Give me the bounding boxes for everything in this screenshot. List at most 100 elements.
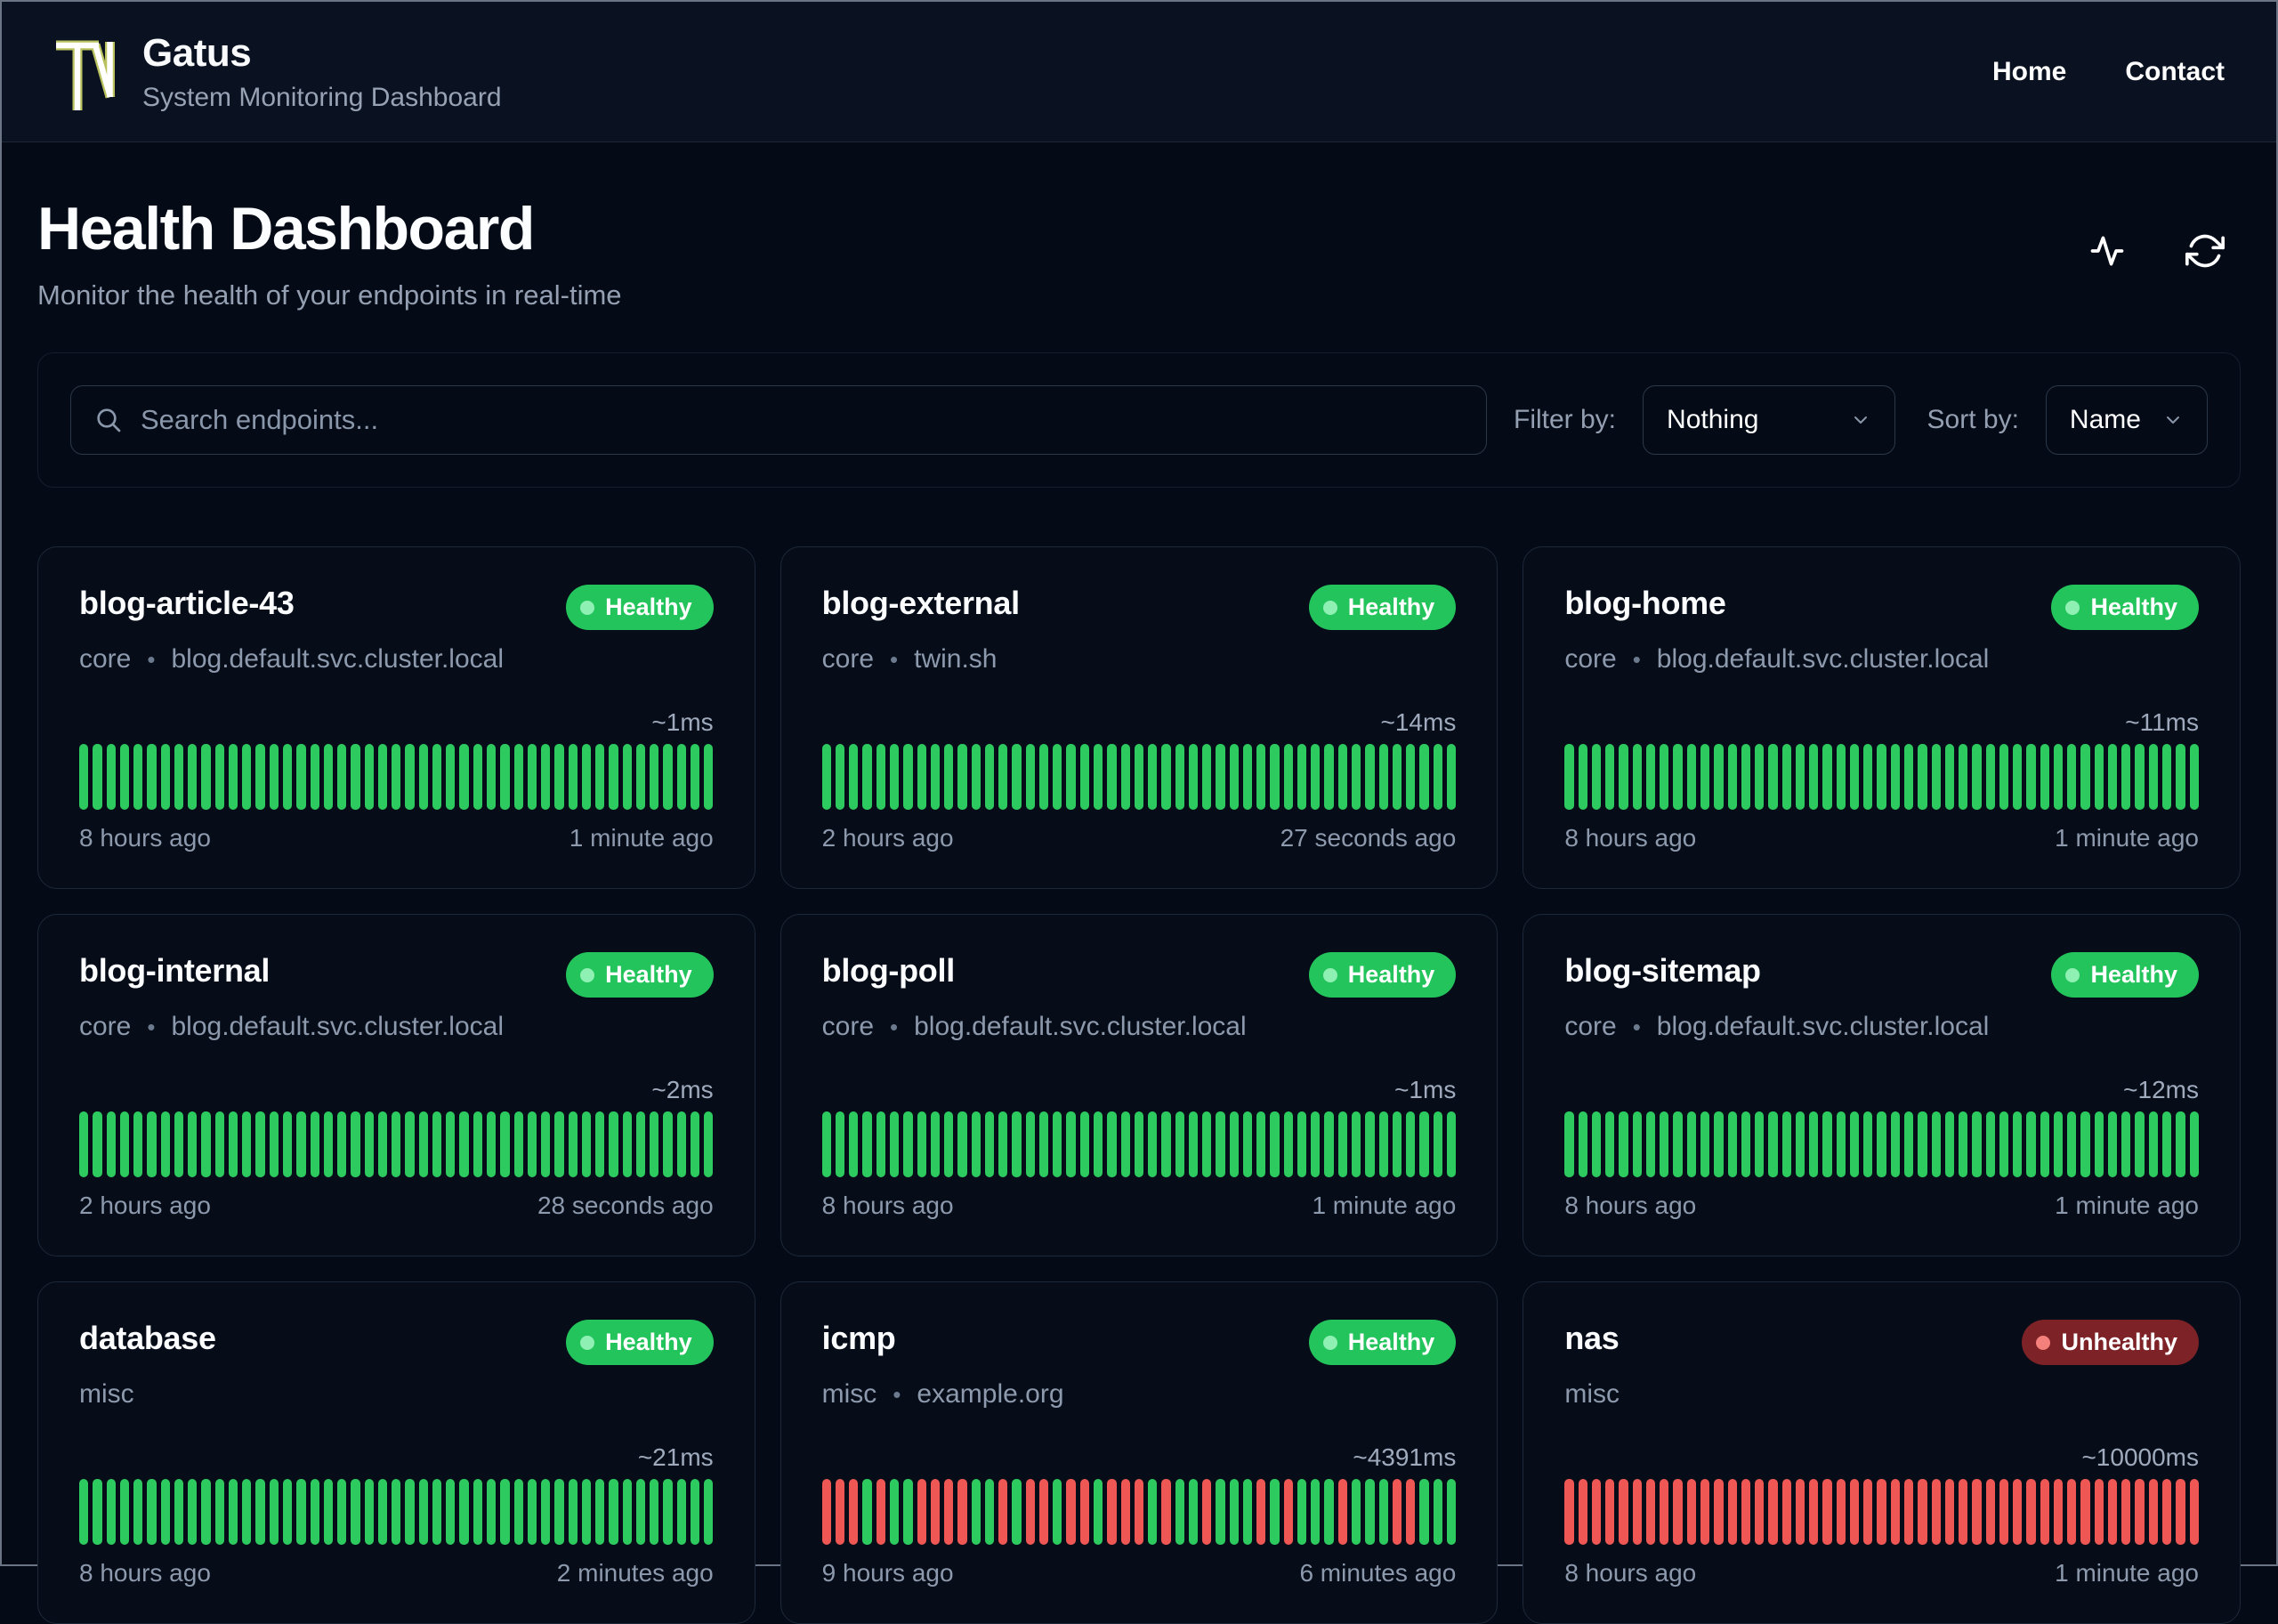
endpoint-card[interactable]: icmp Healthy misc • example.org ~4391ms … bbox=[780, 1281, 1498, 1624]
endpoint-meta: core • blog.default.svc.cluster.local bbox=[1564, 644, 2199, 675]
status-bar-up bbox=[581, 1111, 592, 1177]
status-bar-up bbox=[568, 744, 578, 810]
nav-link-home[interactable]: Home bbox=[1991, 56, 2067, 86]
status-bar-up bbox=[392, 1111, 401, 1177]
endpoint-card[interactable]: blog-external Healthy core • twin.sh ~14… bbox=[780, 546, 1498, 889]
status-bar-up bbox=[214, 744, 224, 810]
endpoint-group: core bbox=[1564, 1012, 1617, 1041]
latency-label: ~21ms bbox=[637, 1443, 714, 1471]
status-bar-down bbox=[1944, 1479, 1955, 1545]
status-bar-up bbox=[1311, 1479, 1321, 1545]
activity-icon[interactable] bbox=[2088, 231, 2127, 271]
status-bar-up bbox=[1741, 744, 1751, 810]
status-badge: Unhealthy bbox=[2022, 1320, 2199, 1365]
sort-select[interactable]: Name bbox=[2045, 385, 2208, 455]
status-bar-up bbox=[2176, 744, 2185, 810]
latency-label: ~11ms bbox=[2125, 708, 2199, 736]
uptime-bars bbox=[1564, 744, 2199, 810]
endpoint-card[interactable]: blog-sitemap Healthy core • blog.default… bbox=[1523, 914, 2241, 1256]
endpoint-card[interactable]: blog-home Healthy core • blog.default.sv… bbox=[1523, 546, 2241, 889]
search-input[interactable] bbox=[141, 404, 1463, 436]
status-bar-up bbox=[255, 744, 265, 810]
status-bar-down bbox=[1025, 1479, 1035, 1545]
status-bar-down bbox=[1107, 1479, 1117, 1545]
endpoint-card[interactable]: nas Unhealthy misc • ~10000ms 8 hours ag… bbox=[1523, 1281, 2241, 1624]
card-top: blog-home Healthy bbox=[1564, 585, 2199, 630]
nav-link-contact[interactable]: Contact bbox=[2125, 56, 2225, 86]
status-bar-up bbox=[513, 744, 523, 810]
status-bar-up bbox=[821, 1111, 831, 1177]
endpoint-meta: core • blog.default.svc.cluster.local bbox=[822, 1012, 1457, 1042]
status-bar-up bbox=[930, 1111, 941, 1177]
status-bar-up bbox=[1012, 744, 1022, 810]
status-bar-up bbox=[676, 744, 686, 810]
app-title: Gatus bbox=[142, 30, 252, 75]
status-bar-up bbox=[1564, 744, 1574, 810]
status-bar-up bbox=[1161, 1111, 1171, 1177]
endpoint-host: blog.default.svc.cluster.local bbox=[171, 1012, 505, 1041]
status-bar-up bbox=[1324, 1479, 1334, 1545]
status-bar-down bbox=[930, 1479, 941, 1545]
endpoint-host: example.org bbox=[917, 1379, 1064, 1409]
status-bar-up bbox=[862, 1111, 872, 1177]
status-bar-up bbox=[2148, 1111, 2159, 1177]
status-bar-up bbox=[876, 1111, 885, 1177]
endpoint-card[interactable]: blog-poll Healthy core • blog.default.sv… bbox=[780, 914, 1498, 1256]
status-bar-up bbox=[1175, 1111, 1184, 1177]
status-bar-up bbox=[1903, 744, 1914, 810]
status-bar-up bbox=[1714, 744, 1724, 810]
status-bar-up bbox=[1700, 1111, 1710, 1177]
status-bar-up bbox=[1741, 1111, 1751, 1177]
status-bar-up bbox=[971, 1111, 981, 1177]
status-bar-down bbox=[1134, 1479, 1144, 1545]
status-bar-up bbox=[1297, 1111, 1307, 1177]
status-bar-up bbox=[160, 1479, 170, 1545]
status-bar-down bbox=[1605, 1479, 1615, 1545]
status-bar-up bbox=[581, 744, 592, 810]
status-bar-up bbox=[2040, 1111, 2049, 1177]
status-bar-down bbox=[1038, 1479, 1049, 1545]
status-bar-up bbox=[446, 1479, 456, 1545]
status-bar-up bbox=[214, 1111, 224, 1177]
status-bar-down bbox=[2040, 1479, 2049, 1545]
status-bar-down bbox=[1863, 1479, 1873, 1545]
status-bar-up bbox=[527, 744, 537, 810]
time-range: 8 hours ago 2 minutes ago bbox=[79, 1559, 714, 1588]
meta-separator: • bbox=[1632, 645, 1641, 673]
endpoint-card[interactable]: blog-article-43 Healthy core • blog.defa… bbox=[37, 546, 755, 889]
status-bar-up bbox=[446, 744, 456, 810]
status-bar-up bbox=[446, 1111, 456, 1177]
status-bar-up bbox=[1148, 744, 1158, 810]
status-bar-up bbox=[337, 744, 347, 810]
status-bar-up bbox=[405, 1111, 415, 1177]
status-bar-up bbox=[2135, 744, 2145, 810]
chevron-down-icon bbox=[2167, 416, 2179, 424]
meta-separator: • bbox=[1632, 1013, 1641, 1040]
page-actions bbox=[2088, 231, 2225, 271]
status-bar-up bbox=[1188, 1479, 1199, 1545]
endpoint-card[interactable]: database Healthy misc • ~21ms 8 hours ag… bbox=[37, 1281, 755, 1624]
status-bar-up bbox=[1107, 1111, 1117, 1177]
status-bar-down bbox=[957, 1479, 967, 1545]
status-bar-down bbox=[1578, 1479, 1587, 1545]
status-bar-up bbox=[1660, 744, 1669, 810]
status-bar-up bbox=[418, 1111, 428, 1177]
app-header: Gatus System Monitoring Dashboard Home C… bbox=[2, 2, 2276, 142]
status-bar-up bbox=[690, 1479, 700, 1545]
status-bar-up bbox=[79, 1479, 89, 1545]
status-bar-up bbox=[1822, 1111, 1832, 1177]
status-bar-up bbox=[835, 1111, 845, 1177]
status-bar-up bbox=[392, 1479, 401, 1545]
status-bar-up bbox=[1645, 744, 1656, 810]
search-box[interactable] bbox=[70, 385, 1487, 455]
endpoint-card[interactable]: blog-internal Healthy core • blog.defaul… bbox=[37, 914, 755, 1256]
refresh-icon[interactable] bbox=[2185, 231, 2225, 271]
status-bar-down bbox=[1849, 1479, 1860, 1545]
status-bar-up bbox=[1999, 1111, 2009, 1177]
status-bar-up bbox=[889, 1111, 900, 1177]
latency-label: ~1ms bbox=[651, 708, 714, 736]
status-bar-up bbox=[1972, 744, 1982, 810]
status-bar-up bbox=[160, 1111, 170, 1177]
endpoint-name: blog-internal bbox=[79, 952, 271, 989]
filter-select[interactable]: Nothing bbox=[1643, 385, 1895, 455]
